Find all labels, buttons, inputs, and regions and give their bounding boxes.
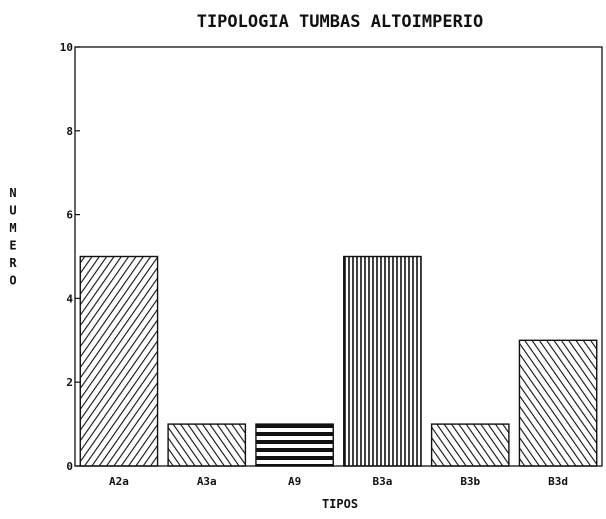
x-axis-label: TIPOS — [322, 497, 358, 511]
chart-title: TIPOLOGIA TUMBAS ALTOIMPERIO — [197, 12, 484, 32]
x-tick-label: B3b — [460, 475, 480, 488]
x-tick-label: A3a — [197, 475, 217, 488]
y-tick-label: 10 — [60, 41, 73, 54]
bar-b3b — [430, 423, 510, 467]
y-tick-group: 0 2 4 6 8 10 — [60, 41, 80, 473]
y-tick-label: 0 — [66, 460, 73, 473]
y-axis-label-letter: E — [9, 239, 16, 253]
x-tick-label: A2a — [109, 475, 129, 488]
plot-border — [74, 46, 603, 467]
y-tick-label: 8 — [66, 125, 73, 138]
y-tick-label: 4 — [66, 292, 73, 305]
y-axis-label-letter: N — [9, 186, 16, 200]
x-tick-label: B3a — [372, 475, 392, 488]
bar-group — [79, 255, 598, 467]
bar-a9 — [255, 423, 334, 467]
bar-b3a — [343, 255, 422, 467]
y-axis-label-letter: M — [9, 221, 16, 235]
bar-a3a — [167, 423, 247, 467]
bar-a2a — [79, 255, 159, 467]
plot-frame — [74, 46, 603, 467]
x-tick-group: A2a A3a A9 B3a B3b B3d — [109, 475, 568, 488]
x-tick-label: B3d — [548, 475, 568, 488]
y-axis-label-letter: R — [9, 256, 17, 270]
y-axis-label-letter: O — [9, 274, 16, 288]
y-axis-label-letter: U — [9, 204, 16, 218]
y-tick-label: 6 — [66, 209, 73, 222]
y-tick-label: 2 — [66, 376, 73, 389]
x-tick-label: A9 — [288, 475, 301, 488]
bar-b3d — [518, 339, 598, 467]
